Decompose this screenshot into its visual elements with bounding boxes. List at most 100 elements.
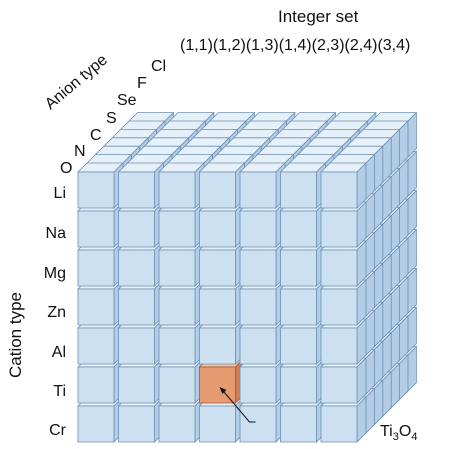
cube-front-face xyxy=(199,288,236,326)
cube xyxy=(117,279,165,326)
integer-set-label: (1,1) xyxy=(180,37,213,54)
cube-front-face xyxy=(118,288,155,326)
cube xyxy=(198,396,246,443)
cube xyxy=(239,279,286,326)
cation-label: Zn xyxy=(47,304,66,321)
cube-front-face xyxy=(280,366,317,404)
cube-front-face xyxy=(199,249,236,287)
cube-front-face xyxy=(239,171,277,209)
cube-front-face xyxy=(118,366,155,404)
anion-label: O xyxy=(60,160,73,177)
integer-set-label: (1,2) xyxy=(212,37,246,54)
cube xyxy=(158,162,205,209)
cube-front-face xyxy=(239,249,277,287)
cube xyxy=(239,357,286,404)
integer-set-label: (1,3) xyxy=(245,37,279,54)
integer-set-label: (2,4) xyxy=(344,37,378,54)
cube xyxy=(279,240,327,287)
cube xyxy=(279,201,327,248)
cube xyxy=(198,162,246,209)
cube-front-face xyxy=(320,249,358,287)
cube-front-face xyxy=(320,171,358,209)
highlight-label: Ti3O4 xyxy=(380,423,418,444)
integer-set-label: (2,3) xyxy=(311,37,345,54)
cube-front-face xyxy=(320,288,358,326)
cube xyxy=(117,357,165,404)
cube xyxy=(279,396,327,443)
cube xyxy=(117,162,165,209)
cube-front-face xyxy=(77,210,115,248)
cube-front-face xyxy=(158,288,196,326)
cube xyxy=(158,357,205,404)
anion-label: Cl xyxy=(151,58,167,75)
anion-label: S xyxy=(106,110,117,127)
cube-front-face xyxy=(320,366,358,404)
cube-front-face xyxy=(77,249,115,287)
cube xyxy=(239,162,286,209)
cube xyxy=(239,240,286,287)
cube-front-face xyxy=(280,249,317,287)
cube xyxy=(158,201,205,248)
cube-front-face xyxy=(239,210,277,248)
cation-label: Mg xyxy=(43,265,66,282)
cation-type-title: Cation type xyxy=(6,292,25,378)
cube xyxy=(198,240,246,287)
cube xyxy=(279,318,327,365)
cube-front-face xyxy=(239,288,277,326)
cube xyxy=(279,279,327,326)
cube-front-face xyxy=(118,249,155,287)
cube xyxy=(117,396,165,443)
cation-label: Li xyxy=(53,185,66,202)
highlight-pointer-line xyxy=(221,388,256,423)
cube-front-face xyxy=(118,405,155,443)
cube-front-face xyxy=(320,210,358,248)
highlighted-cube xyxy=(198,357,246,404)
cation-label: Ti xyxy=(53,383,66,400)
cube-front-face xyxy=(199,366,236,404)
cube-front-face xyxy=(77,366,115,404)
cube xyxy=(158,396,205,443)
cube xyxy=(239,318,286,365)
cation-label: Na xyxy=(45,225,66,242)
integer-set-label: (1,4) xyxy=(278,37,312,54)
cube xyxy=(320,162,367,209)
cube-front-face xyxy=(158,249,196,287)
cube xyxy=(198,279,246,326)
cube-front-face xyxy=(199,327,236,365)
anion-label: F xyxy=(137,75,147,92)
anion-label: C xyxy=(90,127,102,144)
cube-front-face xyxy=(158,171,196,209)
cube xyxy=(320,396,367,443)
cube-front-face xyxy=(199,405,236,443)
cube-front-face xyxy=(158,327,196,365)
integer-set-label: (3,4) xyxy=(377,37,411,54)
cube-front-face xyxy=(158,210,196,248)
cube xyxy=(77,318,124,365)
integer-set-title: Integer set xyxy=(278,7,359,26)
cube-front-face xyxy=(280,327,317,365)
cube xyxy=(77,279,124,326)
cube xyxy=(198,318,246,365)
cube-front-face xyxy=(118,210,155,248)
cube xyxy=(158,279,205,326)
cube-front-face xyxy=(118,171,155,209)
cube xyxy=(320,357,367,404)
cube xyxy=(77,240,124,287)
cube-front-face xyxy=(77,288,115,326)
cube xyxy=(117,201,165,248)
cube xyxy=(239,201,286,248)
cube-front-face xyxy=(118,327,155,365)
cube-front-face xyxy=(239,366,277,404)
cube-front-face xyxy=(199,171,236,209)
cube-front-face xyxy=(280,171,317,209)
cube xyxy=(158,240,205,287)
cube xyxy=(158,318,205,365)
cube xyxy=(77,162,124,209)
cube xyxy=(77,201,124,248)
cube-front-face xyxy=(158,405,196,443)
cube xyxy=(77,396,124,443)
highlight-pointer-arrowhead xyxy=(219,387,227,394)
anion-label: Se xyxy=(117,92,137,109)
cube xyxy=(279,357,327,404)
